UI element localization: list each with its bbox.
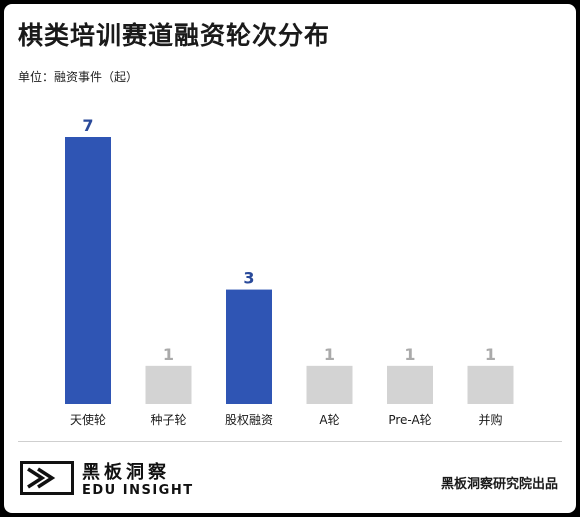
value-label-4: 1 (404, 345, 415, 364)
source-credit: 黑板洞察研究院出品 (440, 477, 558, 492)
bar-3 (306, 365, 353, 404)
value-label-0: 7 (82, 116, 93, 135)
bar-chart: 7 天使轮 1 种子轮 3 股权融资 1 A轮 1 Pre-A轮 1 并购 (65, 116, 514, 427)
bar-2 (226, 289, 272, 404)
value-label-2: 3 (243, 269, 254, 288)
category-label-2: 股权融资 (225, 413, 273, 427)
chart-card: 棋类培训赛道融资轮次分布 单位：融资事件（起） 7 天使轮 1 种子轮 3 股权融资 1 A轮… (4, 4, 576, 513)
bar-5 (467, 365, 514, 404)
category-label-1: 种子轮 (150, 413, 186, 427)
category-label-5: 并购 (478, 412, 502, 427)
bar-1 (145, 365, 192, 404)
logo-chinese-text: 黑板洞察 (82, 462, 170, 483)
value-label-1: 1 (163, 345, 174, 364)
category-label-4: Pre-A轮 (388, 413, 431, 427)
bar-0 (65, 137, 111, 404)
unit-label: 单位：融资事件（起） (18, 70, 139, 84)
category-label-3: A轮 (319, 413, 339, 427)
footer-divider (18, 441, 562, 442)
chart-title: 棋类培训赛道融资轮次分布 (18, 21, 331, 50)
logo-mark-icon (20, 461, 74, 495)
value-label-3: 1 (324, 345, 335, 364)
bar-4 (387, 365, 433, 404)
value-label-5: 1 (485, 345, 496, 364)
logo-english-text: EDU INSIGHT (82, 483, 194, 498)
category-label-0: 天使轮 (70, 412, 106, 427)
